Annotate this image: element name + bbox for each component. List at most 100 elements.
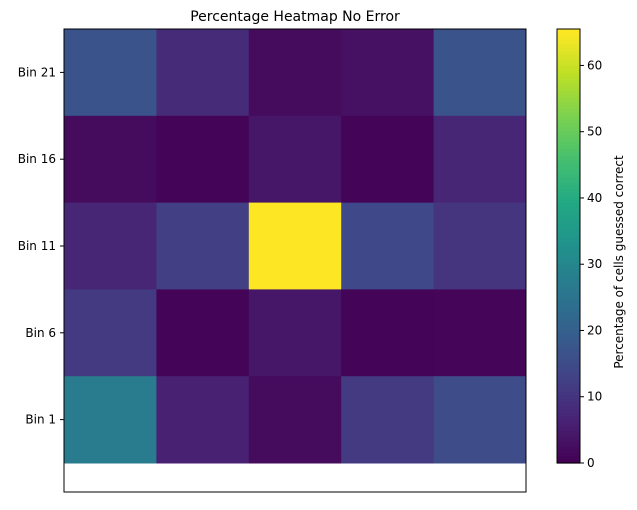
colorbar-strip — [557, 289, 580, 294]
colorbar-strip — [557, 90, 580, 95]
colorbar-strip — [557, 32, 580, 37]
colorbar-strip — [557, 249, 580, 254]
colorbar-strip — [557, 293, 580, 298]
colorbar-strip — [557, 155, 580, 160]
colorbar-strip — [557, 43, 580, 48]
colorbar-strip — [557, 227, 580, 233]
colorbar-strip — [557, 455, 580, 460]
colorbar — [557, 29, 580, 464]
colorbar-strip — [557, 61, 580, 66]
colorbar-strip — [557, 311, 580, 316]
colorbar-strip — [557, 170, 580, 175]
colorbar-strip — [557, 271, 580, 276]
heatmap-cell — [64, 115, 157, 204]
y-tick-label: Bin 11 — [18, 239, 56, 253]
heatmap-cell — [433, 289, 527, 377]
colorbar-strip — [557, 173, 580, 178]
heatmap-cell — [341, 29, 435, 117]
heatmap-cell — [64, 202, 157, 290]
colorbar-strip — [557, 47, 580, 52]
colorbar-strip — [557, 166, 580, 171]
heatmap-cell — [248, 115, 342, 204]
heatmap-cell — [433, 376, 527, 464]
colorbar-strip — [557, 209, 580, 215]
colorbar-strip — [557, 452, 580, 457]
colorbar-strip — [557, 314, 580, 319]
colorbar-strip — [557, 97, 580, 102]
colorbar-strip — [557, 350, 580, 356]
heatmap-cell — [156, 289, 250, 377]
colorbar-strip — [557, 253, 580, 258]
colorbar-strip — [557, 188, 580, 193]
colorbar-tick-label: 40 — [587, 191, 602, 205]
colorbar-strip — [557, 126, 580, 131]
colorbar-strip — [557, 36, 580, 41]
colorbar-strip — [557, 235, 580, 240]
heatmap-cell — [341, 202, 435, 290]
heatmap-cell — [248, 376, 342, 464]
colorbar-strip — [557, 343, 580, 348]
colorbar-strip — [557, 387, 580, 392]
colorbar-strip — [557, 296, 580, 301]
colorbar-strip — [557, 123, 580, 128]
colorbar-tick-label: 10 — [587, 390, 602, 404]
colorbar-strip — [557, 444, 580, 450]
colorbar-strip — [557, 434, 580, 439]
colorbar-strip — [557, 448, 580, 453]
colorbar-strip — [557, 79, 580, 84]
colorbar-strip — [557, 394, 580, 399]
heatmap-cells — [64, 29, 527, 464]
colorbar-strip — [557, 321, 580, 327]
colorbar-strip — [557, 415, 580, 421]
colorbar-strip — [557, 68, 580, 73]
colorbar-strip — [557, 318, 580, 323]
colorbar-strip — [557, 365, 580, 370]
colorbar-strip — [557, 372, 580, 377]
colorbar-strip — [557, 336, 580, 341]
colorbar-strip — [557, 86, 580, 92]
colorbar-frame — [556, 28, 581, 464]
heatmap-cell — [156, 376, 250, 464]
colorbar-strip — [557, 108, 580, 113]
colorbar-strip — [557, 191, 580, 196]
colorbar-strip — [557, 72, 580, 77]
colorbar-strip — [557, 115, 580, 121]
colorbar-strip — [557, 368, 580, 374]
colorbar-strip — [557, 379, 580, 385]
colorbar-strip — [557, 260, 580, 265]
colorbar-strip — [557, 383, 580, 388]
y-tick-label: Bin 1 — [25, 413, 56, 427]
colorbar-strip — [557, 441, 580, 446]
plot-frame — [63, 28, 527, 493]
y-tick-label: Bin 6 — [25, 326, 56, 340]
colorbar-strip — [557, 104, 580, 110]
colorbar-strip — [557, 437, 580, 442]
colorbar-axis: 0 10 20 30 40 50 60 — [580, 58, 602, 470]
colorbar-strip — [557, 130, 580, 135]
colorbar-strip — [557, 213, 580, 218]
colorbar-strip — [557, 151, 580, 157]
colorbar-strip — [557, 57, 580, 63]
colorbar-strip — [557, 184, 580, 189]
heatmap-cell — [64, 289, 157, 377]
colorbar-strip — [557, 354, 580, 359]
colorbar-strip — [557, 358, 580, 363]
colorbar-strip — [557, 307, 580, 312]
colorbar-strip — [557, 220, 580, 225]
colorbar-strip — [557, 405, 580, 410]
heatmap-cell — [248, 289, 342, 377]
colorbar-strip — [557, 50, 580, 55]
colorbar-strip — [557, 390, 580, 395]
colorbar-strip — [557, 180, 580, 186]
colorbar-tick-label: 20 — [587, 323, 602, 337]
colorbar-strip — [557, 119, 580, 124]
colorbar-strip — [557, 300, 580, 305]
colorbar-label: Percentage of cells guessed correct — [612, 155, 626, 369]
colorbar-strip — [557, 217, 580, 222]
colorbar-strip — [557, 54, 580, 59]
colorbar-strip — [557, 224, 580, 229]
colorbar-strip — [557, 29, 580, 34]
heatmap-cell — [433, 115, 527, 204]
heatmap-cell — [341, 289, 435, 377]
heatmap-cell — [64, 376, 157, 464]
